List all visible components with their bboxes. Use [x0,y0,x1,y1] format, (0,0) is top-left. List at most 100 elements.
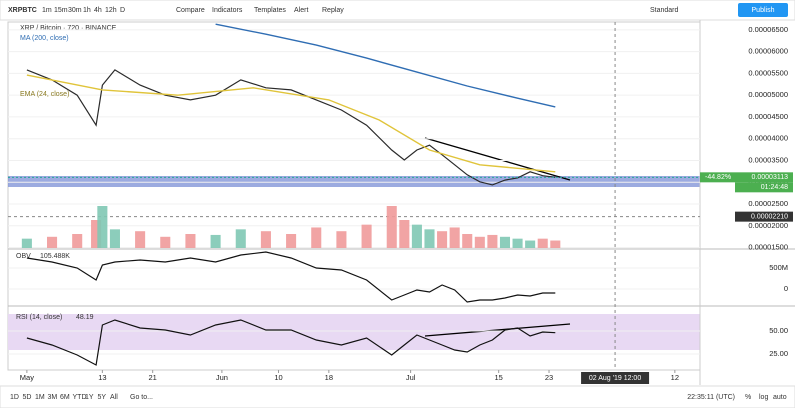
volume-bar [399,220,410,248]
volume-bar [210,234,221,248]
volume-bar [449,227,460,248]
y-tick-label: 0.00002000 [748,221,788,230]
volume-bar [21,238,32,248]
volume-bar [235,229,246,248]
chart-area [7,21,701,371]
y-tick-label: 0.00006000 [748,47,788,56]
range-button[interactable]: 6M [60,394,70,401]
interval[interactable]: D [120,7,125,14]
crosshair-price-box [735,211,793,222]
toolbar-button[interactable]: Templates [254,7,286,14]
interval[interactable]: 15m [54,7,68,14]
y-tick-label: 0.00006500 [748,25,788,34]
volume-bar [537,238,548,248]
last-price: 0.00003113 [752,174,789,181]
scale-option[interactable]: auto [773,394,787,401]
scale-option[interactable]: % [745,394,751,401]
support-zone [8,176,700,187]
publish-button[interactable] [738,3,788,17]
range-button[interactable]: 5D [23,394,32,401]
volume-bar [72,234,83,248]
toolbar-button[interactable]: Indicators [212,7,243,14]
y-tick-label: 0.00003500 [748,155,788,164]
trend-line [424,137,571,181]
series-line [215,23,556,108]
crosshair-price: 0.00002210 [751,213,788,220]
range-button[interactable]: YTD [73,394,87,401]
volume-bar [525,240,536,248]
symbol[interactable]: XRPBTC [8,7,37,14]
volume-bar [499,236,511,248]
range-button[interactable]: 1Y [85,394,94,401]
volume-bar [135,231,146,248]
obv-legend: OBV [16,253,31,260]
volume-bar [311,227,322,248]
y-tick-label: 0.00004000 [748,134,788,143]
volume-bar [411,224,422,248]
volume-bar [386,206,397,248]
scale-option[interactable]: log [759,394,768,401]
volume-bar [437,231,448,248]
volume-bar [487,234,498,248]
publish-label[interactable]: Publish [752,7,775,14]
rsi-band [8,314,700,350]
bottom-toolbar [0,385,795,408]
x-tick-label: 23 [545,373,553,382]
goto[interactable]: Go to... [130,394,153,401]
countdown: 01:24:48 [761,184,788,191]
y-tick-label: 0.00005500 [748,68,788,77]
y-tick-label: 25.00 [769,349,788,358]
crosshair-date: 02 Aug '19 12:00 [589,375,641,382]
volume-bar [97,206,108,248]
trend-line [424,323,571,337]
volume-bar [91,220,102,248]
y-tick-label: 500M [769,263,788,272]
x-tick-label: 10 [274,373,282,382]
series-line [26,74,556,173]
crosshair-date-box [581,372,650,384]
range-button[interactable]: 5Y [98,394,107,401]
volume-bar [47,236,58,248]
volume-bar [462,234,473,248]
x-tick-label: Jul [406,373,416,382]
volume-bar [550,240,561,248]
top-toolbar [0,0,795,21]
chart-style[interactable]: Standard [650,7,679,14]
clock: 22:35:11 (UTC) [687,394,735,401]
rsi-legend: RSI (14, close) [16,314,62,321]
volume-bar [286,234,297,248]
x-tick-label: May [20,373,34,382]
change-label: -44.82% [705,174,731,181]
volume-bar [109,229,120,248]
series-line [26,251,556,303]
x-tick-label: 12 [671,373,679,382]
range-button[interactable]: All [110,394,118,401]
ma-legend: MA (200, close) [20,35,69,42]
interval[interactable]: 12h [105,7,117,14]
interval[interactable]: 1m [42,7,52,14]
rsi-value: 48.19 [76,314,94,321]
range-button[interactable]: 1D [10,394,19,401]
y-tick-label: 0 [784,284,788,293]
series-line [26,69,556,186]
volume-bar [424,229,435,248]
x-tick-label: 21 [149,373,157,382]
y-tick-label: 0.00004500 [748,112,788,121]
toolbar-button[interactable]: Compare [176,7,205,14]
y-tick-label: 0.00005000 [748,90,788,99]
range-button[interactable]: 1M [35,394,45,401]
last-price-box [700,172,793,183]
volume-bar [361,224,372,248]
interval[interactable]: 30m [68,7,82,14]
range-button[interactable]: 3M [48,394,58,401]
y-tick-label: 0.00001500 [748,243,788,252]
interval[interactable]: 1h [83,7,91,14]
toolbar-button[interactable]: Alert [294,7,308,14]
toolbar-button[interactable]: Replay [322,7,344,14]
obv-value: 105.488K [40,253,70,260]
interval[interactable]: 4h [94,7,102,14]
y-tick-label: 0.00002500 [748,199,788,208]
volume-bar [260,231,271,248]
x-tick-label: Jun [216,373,228,382]
